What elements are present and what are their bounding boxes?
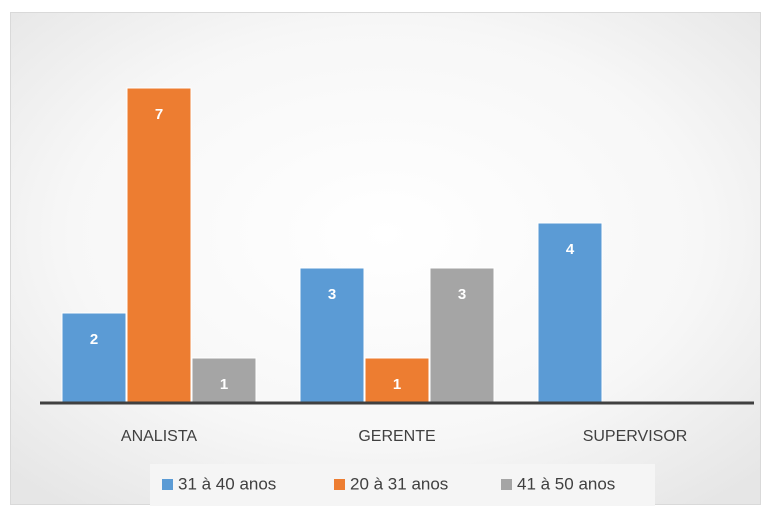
legend-label: 31 à 40 anos [178,474,276,493]
bar [299,267,365,404]
x-tick-label: ANALISTA [121,428,198,445]
legend-swatch [162,479,173,490]
x-tick-label: SUPERVISOR [583,428,688,445]
legend-swatch [334,479,345,490]
data-label: 1 [393,376,401,393]
legend-swatch [501,479,512,490]
legend-box [150,464,655,506]
legend-label: 20 à 31 anos [350,474,448,493]
data-label: 2 [90,331,98,348]
bar [126,87,192,404]
data-label: 7 [155,106,163,123]
data-label: 3 [328,286,336,303]
legend-label: 41 à 50 anos [517,474,615,493]
bar [61,312,127,404]
data-label: 3 [458,286,466,303]
x-tick-label: GERENTE [358,428,435,445]
bar [191,357,257,404]
data-label: 1 [220,376,228,393]
data-label: 4 [566,241,575,258]
